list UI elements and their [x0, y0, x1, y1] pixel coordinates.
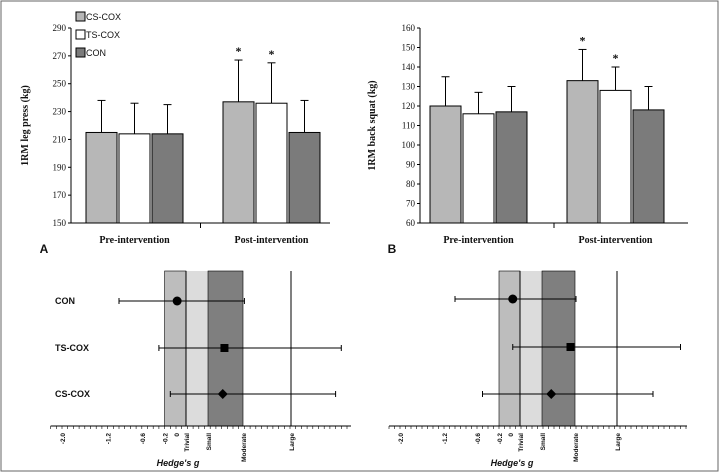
small-band: [520, 271, 542, 426]
y-tick-label: 210: [53, 134, 67, 144]
bar-ts-cox: [118, 133, 151, 224]
estimate-marker-circle: [508, 294, 518, 304]
x-tick-label: 0: [508, 433, 515, 437]
y-tick-label: 110: [402, 121, 416, 131]
y-tick-label: 150: [53, 218, 67, 228]
legend-swatch: [75, 47, 86, 58]
bar-con: [151, 133, 184, 224]
category-label: Post-intervention: [235, 235, 309, 246]
x-tick-label: -0.6: [140, 433, 147, 445]
y-axis-label: 1RM leg press (kg): [20, 85, 31, 166]
category-label: Post-intervention: [579, 235, 653, 246]
significance-marker: *: [580, 33, 586, 47]
x-tick-label: 0: [174, 433, 181, 437]
y-tick-label: 90: [406, 160, 416, 170]
y-tick-label: 140: [402, 62, 416, 72]
y-tick-label: 250: [53, 79, 67, 89]
bar-con: [495, 111, 528, 224]
y-axis-label: 1RM back squat (kg): [367, 80, 378, 170]
significance-marker: *: [269, 47, 275, 61]
y-tick-label: 120: [402, 101, 416, 111]
threshold-label: Large: [615, 433, 622, 451]
trivial-band: [498, 270, 521, 427]
y-tick-label: 290: [53, 23, 67, 33]
y-tick-label: 170: [53, 190, 67, 200]
x-tick-label: -2.0: [398, 433, 405, 445]
x-axis-label: Hedge's g: [491, 458, 534, 468]
estimate-marker-square: [566, 343, 575, 351]
threshold-label: Moderate: [241, 433, 248, 462]
x-tick-label: -0.2: [497, 433, 504, 445]
legend-label: CON: [86, 48, 106, 58]
legend-label: CS-COX: [86, 12, 121, 22]
bar-ts-cox: [462, 113, 495, 224]
y-tick-label: 130: [402, 82, 416, 92]
threshold-label: Trivial: [184, 433, 191, 452]
y-tick-label: 70: [406, 199, 416, 209]
x-tick-label: -1.2: [442, 433, 449, 445]
group-label: TS-COX: [55, 343, 89, 353]
x-tick-label: -0.6: [475, 433, 482, 445]
group-label: CON: [55, 296, 75, 306]
x-tick-label: -1.2: [106, 433, 113, 445]
significance-marker: *: [236, 44, 242, 58]
estimate-marker-square: [220, 344, 229, 352]
bar-cs-cox: [222, 101, 255, 224]
y-tick-label: 60: [406, 218, 416, 228]
bar-cs-cox: [85, 131, 118, 224]
category-label: Pre-intervention: [443, 235, 514, 246]
x-tick-label: -2.0: [60, 433, 67, 445]
y-tick-label: 160: [402, 23, 416, 33]
panel-letter: B: [388, 242, 397, 256]
group-label: CS-COX: [55, 389, 90, 399]
y-tick-label: 150: [402, 43, 416, 53]
threshold-label: Small: [206, 433, 213, 451]
threshold-label: Large: [289, 433, 296, 451]
estimate-marker-circle: [172, 296, 182, 306]
bar-cs-cox: [429, 105, 462, 224]
threshold-label: Small: [540, 433, 547, 451]
legend-swatch: [75, 29, 86, 40]
threshold-label: Moderate: [573, 433, 580, 462]
estimate-marker-diamond: [546, 389, 557, 399]
y-tick-label: 190: [53, 162, 67, 172]
x-tick-label: -0.2: [163, 433, 170, 445]
legend-swatch: [75, 11, 86, 22]
x-axis-label: Hedge's g: [157, 458, 200, 468]
bar-ts-cox: [255, 102, 288, 224]
significance-marker: *: [613, 51, 619, 65]
bar-cs-cox: [566, 80, 599, 224]
threshold-label: Trivial: [518, 433, 525, 452]
y-tick-label: 270: [53, 51, 67, 61]
category-label: Pre-intervention: [99, 235, 170, 246]
bar-ts-cox: [599, 89, 632, 224]
y-tick-label: 100: [402, 140, 416, 150]
estimate-marker-diamond: [217, 389, 228, 399]
bar-con: [632, 109, 665, 224]
y-tick-label: 80: [406, 179, 416, 189]
bar-con: [288, 131, 321, 224]
y-tick-label: 230: [53, 107, 67, 117]
legend-label: TS-COX: [86, 30, 120, 40]
panel-letter: A: [40, 242, 49, 256]
